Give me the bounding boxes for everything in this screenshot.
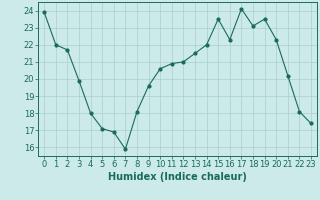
- X-axis label: Humidex (Indice chaleur): Humidex (Indice chaleur): [108, 172, 247, 182]
